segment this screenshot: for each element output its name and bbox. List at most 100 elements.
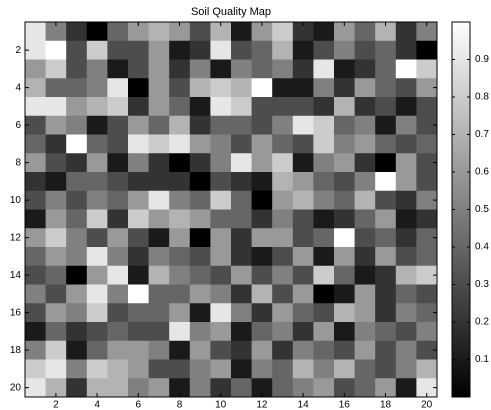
heatmap-cell [107,134,129,154]
heatmap-cell [86,78,108,98]
heatmap-cell [272,359,294,379]
heatmap-cell [231,340,252,360]
heatmap-cell [395,153,417,173]
heatmap-cell [416,340,438,360]
colorbar-tick-label: 0.5 [475,204,489,215]
heatmap-cell [86,209,108,229]
heatmap-cell [272,378,294,398]
heatmap-cell [169,340,191,360]
heatmap-cell [251,322,273,342]
heatmap-cell [416,172,438,192]
heatmap-cell [189,209,211,229]
heatmap-cell [66,284,88,304]
heatmap-cell [251,284,273,304]
heatmap-cell [128,172,149,192]
heatmap-cell [189,265,211,285]
heatmap-cell [107,78,129,98]
heatmap-cell [25,190,46,210]
heatmap-cell [189,40,211,60]
heatmap-cell [313,228,335,248]
colorbar-tick-label: 0.8 [475,92,489,103]
heatmap-cell [66,40,88,60]
heatmap-cell [148,97,170,117]
heatmap-cell [272,59,294,79]
colorbar-tick-label: 0.2 [475,317,489,328]
colorbar-tick-label: 0.1 [475,354,489,365]
heatmap-cell [272,22,294,42]
heatmap-cell [354,190,376,210]
heatmap-cell [395,265,417,285]
heatmap-cell [313,209,335,229]
heatmap-cell [231,115,252,135]
heatmap-cell [169,209,191,229]
heatmap-cell [292,340,314,360]
heatmap-cell [375,284,397,304]
heatmap-cell [148,303,170,323]
heatmap-cell [210,115,232,135]
heatmap-cell [292,247,314,267]
heatmap-cell [375,340,397,360]
heatmap-cell [251,40,273,60]
heatmap-cell [251,134,273,154]
heatmap-cell [107,190,129,210]
heatmap-cell [66,228,88,248]
heatmap-cell [169,115,191,135]
heatmap-cell [416,247,438,267]
heatmap-cell [86,284,108,304]
heatmap-cell [231,153,252,173]
heatmap-cell [416,134,438,154]
heatmap-cell [45,153,67,173]
y-tick-label: 4 [15,82,21,93]
y-tick-label: 16 [10,307,22,318]
heatmap-cell [189,134,211,154]
heatmap-cell [128,134,149,154]
heatmap-cell [354,97,376,117]
heatmap-cell [354,22,376,42]
heatmap-cell [313,153,335,173]
heatmap-cell [251,172,273,192]
heatmap-cell [334,190,355,210]
heatmap-cell [128,265,149,285]
heatmap-cell [25,284,46,304]
heatmap-cell [25,134,46,154]
heatmap-cell [45,265,67,285]
heatmap-cell [416,78,438,98]
heatmap-cell [395,340,417,360]
y-tick-label: 14 [10,270,22,281]
heatmap-cell [292,378,314,398]
y-tick-label: 10 [10,195,22,206]
heatmap-cell [272,153,294,173]
heatmap-cell [45,78,67,98]
heatmap-cell [169,284,191,304]
heatmap-cell [66,322,88,342]
heatmap-cell [313,115,335,135]
heatmap-cell [86,265,108,285]
heatmap-cell [416,378,438,398]
heatmap-cell [272,340,294,360]
heatmap-cell [107,115,129,135]
heatmap-cell [313,59,335,79]
heatmap-cell [189,284,211,304]
heatmap-cell [128,97,149,117]
chart-title: Soil Quality Map [191,6,271,18]
heatmap-cell [210,303,232,323]
heatmap-cell [251,59,273,79]
heatmap-cell [25,153,46,173]
heatmap-cell [169,359,191,379]
heatmap-cell [272,303,294,323]
heatmap-cell [210,359,232,379]
heatmap-cell [334,265,355,285]
heatmap-cell [395,322,417,342]
heatmap-cell [189,340,211,360]
heatmap-cell [148,59,170,79]
heatmap-cell [86,378,108,398]
heatmap-cell [395,97,417,117]
heatmap-cell [395,40,417,60]
heatmap-cell [210,153,232,173]
heatmap-cell [210,247,232,267]
heatmap-cell [272,209,294,229]
y-tick-label: 2 [15,45,21,56]
heatmap-cell [148,247,170,267]
heatmap-cell [45,115,67,135]
heatmap-cell [25,303,46,323]
